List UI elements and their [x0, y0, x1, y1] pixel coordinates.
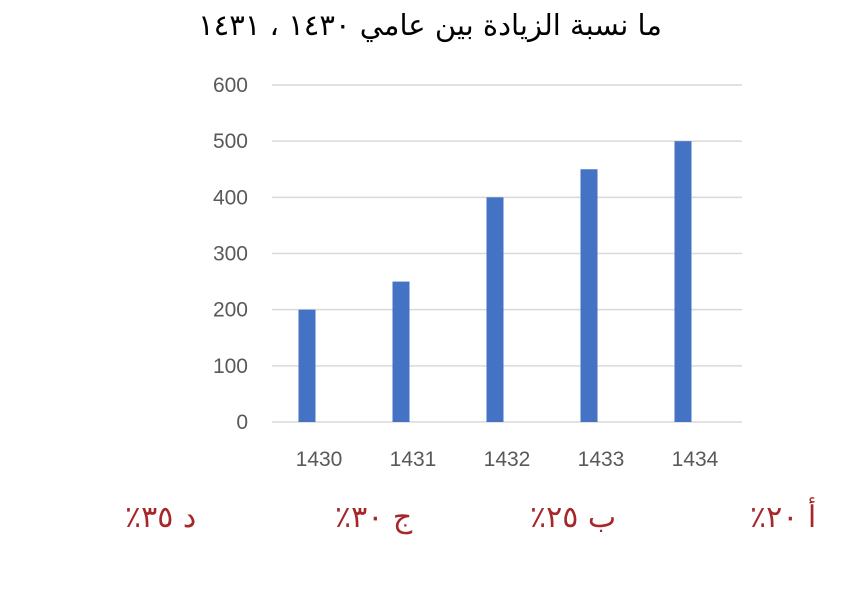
bar-1432	[486, 197, 504, 422]
option-c[interactable]: ج ٣٠٪	[335, 500, 413, 535]
bar-1434	[674, 141, 692, 422]
question-title: ما نسبة الزيادة بين عامي ١٤٣٠ ، ١٤٣١	[198, 8, 662, 42]
option-d[interactable]: د ٣٥٪	[125, 500, 197, 535]
y-tick-label: 600	[213, 74, 248, 97]
option-b[interactable]: ب ٢٥٪	[530, 500, 617, 535]
bar-1431	[392, 281, 410, 422]
y-tick-label: 100	[213, 355, 248, 378]
y-tick-label: 0	[236, 411, 248, 434]
y-axis-tick-labels: 0 100 200 300 400 500 600	[213, 74, 248, 434]
option-a[interactable]: أ ٢٠٪	[750, 500, 817, 535]
bars	[298, 141, 692, 422]
y-tick-label: 500	[213, 130, 248, 153]
y-tick-label: 400	[213, 186, 248, 209]
bar-1430	[298, 309, 316, 422]
x-axis-tick-labels: 1430 1431 1432 1433 1434	[296, 448, 719, 471]
x-tick-label: 1430	[296, 448, 343, 471]
x-tick-label: 1434	[672, 448, 719, 471]
x-tick-label: 1432	[484, 448, 531, 471]
gridlines	[272, 84, 742, 423]
bar-1433	[580, 169, 598, 422]
y-tick-label: 200	[213, 299, 248, 322]
x-tick-label: 1431	[390, 448, 437, 471]
x-tick-label: 1433	[578, 448, 625, 471]
y-tick-label: 300	[213, 243, 248, 266]
